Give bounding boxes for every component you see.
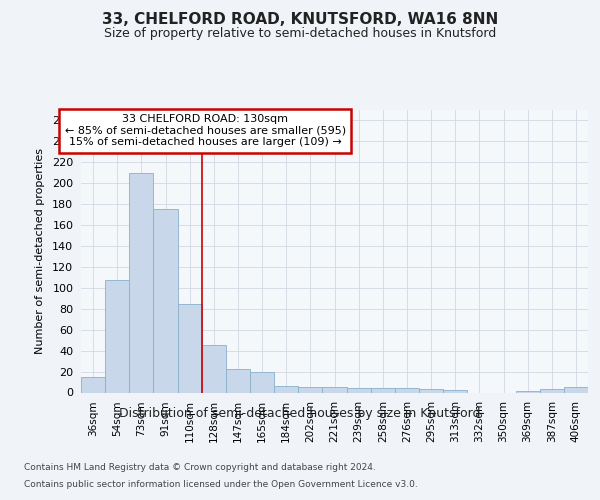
Bar <box>443 390 467 392</box>
Bar <box>154 210 178 392</box>
Bar <box>347 388 371 392</box>
Text: Distribution of semi-detached houses by size in Knutsford: Distribution of semi-detached houses by … <box>119 408 481 420</box>
Bar <box>395 388 419 392</box>
Bar <box>105 280 129 392</box>
Bar <box>202 346 226 393</box>
Text: 33, CHELFORD ROAD, KNUTSFORD, WA16 8NN: 33, CHELFORD ROAD, KNUTSFORD, WA16 8NN <box>102 12 498 28</box>
Text: Contains public sector information licensed under the Open Government Licence v3: Contains public sector information licen… <box>24 480 418 489</box>
Bar <box>322 388 347 392</box>
Bar <box>371 388 395 392</box>
Bar <box>419 390 443 392</box>
Text: Size of property relative to semi-detached houses in Knutsford: Size of property relative to semi-detach… <box>104 28 496 40</box>
Bar <box>178 304 202 392</box>
Bar <box>274 386 298 392</box>
Bar <box>250 372 274 392</box>
Bar <box>564 388 588 392</box>
Bar <box>540 390 564 392</box>
Text: Contains HM Land Registry data © Crown copyright and database right 2024.: Contains HM Land Registry data © Crown c… <box>24 464 376 472</box>
Bar <box>129 173 154 392</box>
Y-axis label: Number of semi-detached properties: Number of semi-detached properties <box>35 148 45 354</box>
Bar <box>298 388 322 392</box>
Bar <box>81 377 105 392</box>
Text: 33 CHELFORD ROAD: 130sqm
← 85% of semi-detached houses are smaller (595)
15% of : 33 CHELFORD ROAD: 130sqm ← 85% of semi-d… <box>65 114 346 148</box>
Bar <box>226 370 250 392</box>
